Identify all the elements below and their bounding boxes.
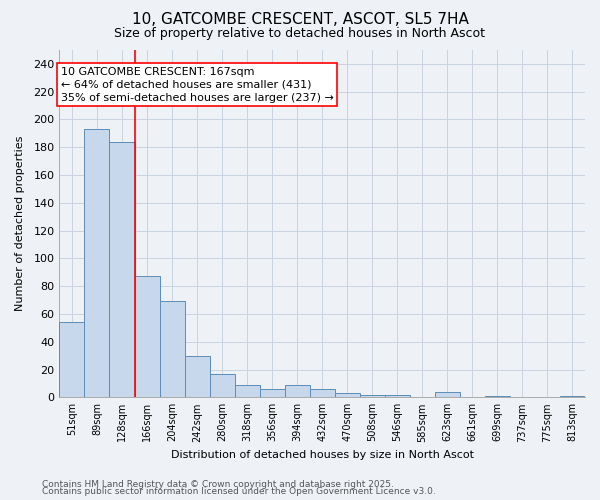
Bar (385, 394, 410, 398)
Text: Size of property relative to detached houses in North Ascot: Size of property relative to detached ho… (115, 28, 485, 40)
Bar (109, 142, 134, 398)
Bar (485, 396, 510, 398)
X-axis label: Distribution of detached houses by size in North Ascot: Distribution of detached houses by size … (171, 450, 474, 460)
Bar (435, 392, 460, 398)
Bar (59, 322, 85, 398)
Bar (310, 389, 335, 398)
Text: 10 GATCOMBE CRESCENT: 167sqm
← 64% of detached houses are smaller (431)
35% of s: 10 GATCOMBE CRESCENT: 167sqm ← 64% of de… (61, 66, 334, 103)
Bar (185, 356, 209, 398)
Bar (284, 385, 310, 398)
Text: Contains HM Land Registry data © Crown copyright and database right 2025.: Contains HM Land Registry data © Crown c… (42, 480, 394, 489)
Bar (85, 129, 109, 398)
Bar (560, 396, 585, 398)
Bar (235, 385, 260, 398)
Bar (360, 394, 385, 398)
Bar (335, 393, 360, 398)
Text: 10, GATCOMBE CRESCENT, ASCOT, SL5 7HA: 10, GATCOMBE CRESCENT, ASCOT, SL5 7HA (131, 12, 469, 28)
Bar (209, 374, 235, 398)
Text: Contains public sector information licensed under the Open Government Licence v3: Contains public sector information licen… (42, 488, 436, 496)
Bar (260, 389, 284, 398)
Bar (134, 276, 160, 398)
Y-axis label: Number of detached properties: Number of detached properties (15, 136, 25, 312)
Bar (160, 302, 185, 398)
